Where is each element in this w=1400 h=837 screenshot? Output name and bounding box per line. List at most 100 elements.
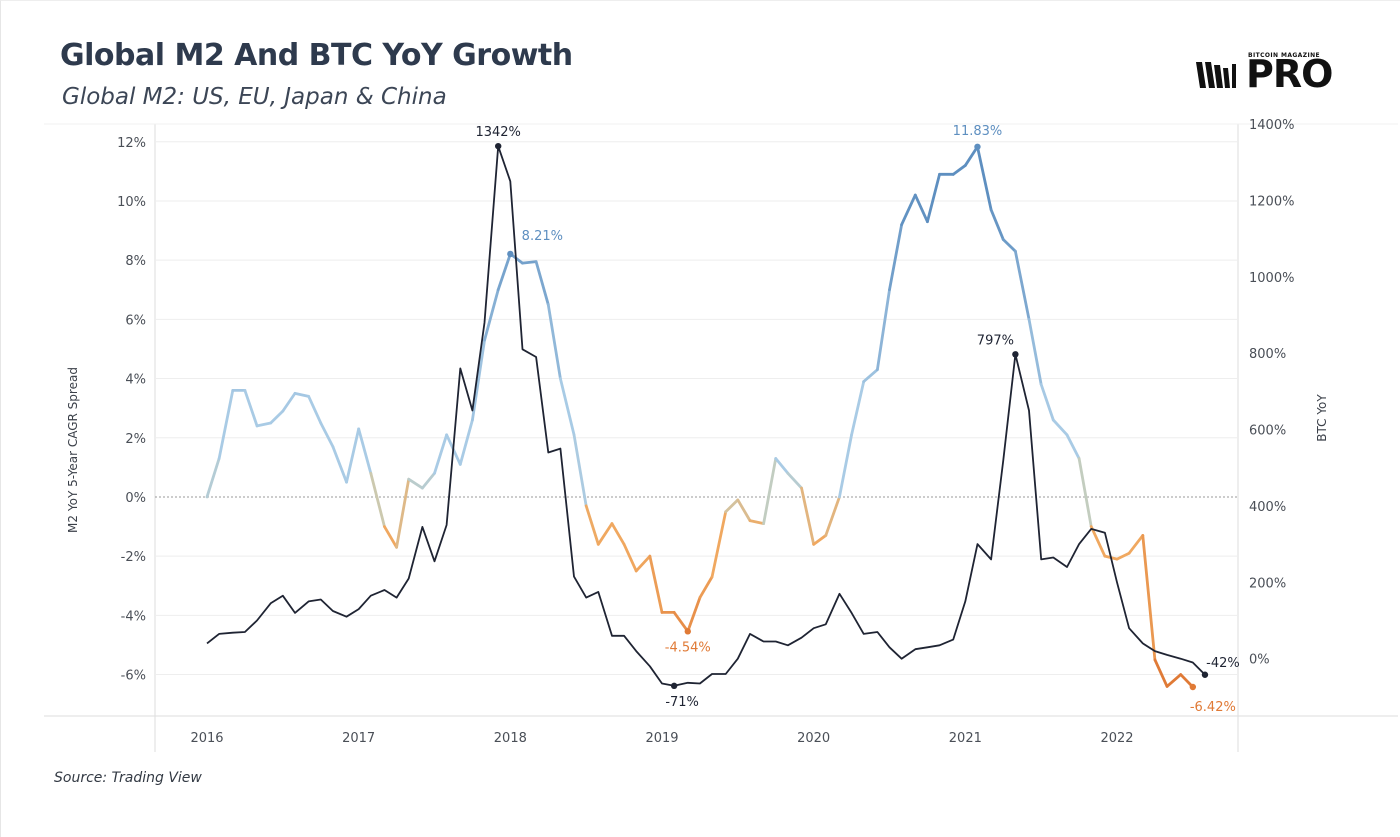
right-axis-title: BTC YoY — [1315, 394, 1329, 442]
m2-line-segment — [255, 421, 273, 428]
left-tick-label: 12% — [117, 136, 146, 151]
m2-line-segment — [293, 391, 311, 398]
x-tick-label: 2017 — [342, 731, 375, 746]
btc-data-label: 1342% — [475, 125, 520, 140]
m2-line-segment — [634, 554, 652, 573]
m2-line-segment — [357, 427, 373, 475]
m2-line-segment — [395, 477, 411, 549]
m2-line-segment — [1051, 418, 1069, 437]
m2-line-segment — [800, 486, 816, 546]
logo-bars-icon — [1196, 62, 1236, 88]
m2-line-segment — [307, 394, 323, 425]
logo-small-text: BITCOIN MAGAZINE — [1248, 52, 1321, 59]
right-tick-label: 400% — [1249, 500, 1286, 515]
m2-line-segment — [976, 145, 993, 212]
m2-marker — [507, 250, 514, 258]
m2-line-segment — [724, 498, 740, 514]
x-tick-label: 2018 — [494, 731, 527, 746]
btc-marker — [1201, 671, 1209, 678]
m2-line-segment — [774, 457, 790, 475]
right-tick-label: 200% — [1249, 576, 1286, 591]
left-tick-label: 8% — [125, 254, 146, 269]
m2-line-segment — [269, 409, 285, 425]
m2-line-segment — [420, 471, 436, 490]
m2-line-segment — [875, 288, 891, 372]
m2-line-segment — [534, 260, 550, 306]
m2-line-segment — [243, 388, 259, 428]
m2-series — [205, 145, 1195, 689]
m2-marker — [684, 628, 691, 635]
m2-line-segment — [622, 542, 638, 573]
m2-data-label: -6.42% — [1190, 700, 1236, 715]
m2-line-segment — [1001, 238, 1017, 253]
left-tick-label: 2% — [125, 432, 146, 447]
m2-line-segment — [521, 260, 538, 265]
m2-line-segment — [989, 208, 1005, 241]
m2-line-segment — [913, 193, 929, 224]
m2-line-segment — [205, 457, 221, 499]
m2-line-segment — [672, 611, 690, 633]
left-tick-label: -2% — [121, 550, 146, 565]
left-tick-label: -6% — [121, 669, 146, 684]
m2-line-segment — [686, 596, 702, 633]
logo-big-text: PRO — [1246, 52, 1333, 96]
m2-line-segment — [483, 288, 500, 342]
m2-line-segment — [1089, 525, 1107, 558]
x-tick-label: 2016 — [190, 731, 223, 746]
btc-data-label: -42% — [1206, 656, 1240, 671]
btc-line — [206, 145, 1206, 687]
chart-title: Global M2 And BTC YoY Growth — [60, 38, 573, 73]
m2-line-segment — [748, 519, 766, 525]
m2-line-segment — [1027, 317, 1043, 386]
m2-line-segment — [345, 427, 361, 484]
x-tick-label: 2019 — [645, 731, 678, 746]
m2-line-segment — [850, 380, 866, 437]
m2-line-segment — [1165, 673, 1183, 688]
m2-line-segment — [698, 575, 714, 599]
source-note: Source: Trading View — [54, 770, 202, 786]
m2-line-segment — [888, 223, 904, 292]
m2-line-segment — [1013, 249, 1031, 321]
m2-line-segment — [383, 525, 398, 549]
m2-data-label: 8.21% — [522, 229, 563, 244]
btc-marker — [670, 682, 678, 690]
left-tick-label: 4% — [125, 373, 146, 388]
m2-line-segment — [812, 534, 828, 546]
m2-line-segment — [407, 477, 424, 490]
left-tick-label: 0% — [125, 491, 146, 506]
bitcoin-magazine-pro-logo: BITCOIN MAGAZINE PRO — [1196, 50, 1346, 94]
m2-line-segment — [762, 457, 778, 525]
m2-line-segment — [1039, 383, 1055, 422]
m2-line-segment — [838, 433, 853, 499]
m2-line-segment — [710, 510, 728, 579]
m2-data-label: -4.54% — [665, 640, 711, 655]
m2-line-segment — [596, 522, 614, 546]
m2-marker — [1189, 683, 1197, 691]
m2-line-segment — [584, 504, 600, 546]
right-tick-label: 1400% — [1249, 118, 1294, 133]
m2-line-segment — [1153, 658, 1169, 688]
right-tick-label: 1200% — [1249, 194, 1294, 209]
right-tick-label: 800% — [1249, 347, 1286, 362]
m2-line-segment — [546, 303, 562, 380]
m2-line-segment — [824, 495, 841, 537]
m2-line-segment — [319, 421, 335, 449]
m2-line-segment — [736, 498, 752, 523]
m2-line-segment — [610, 522, 626, 546]
x-tick-label: 2021 — [949, 731, 982, 746]
btc-data-label: -71% — [665, 695, 699, 710]
m2-line-segment — [648, 554, 664, 614]
m2-line-segment — [963, 145, 979, 167]
btc-marker — [495, 142, 502, 150]
m2-line-segment — [786, 471, 803, 490]
chart-subtitle: Global M2: US, EU, Japan & China — [62, 84, 447, 110]
x-tick-label: 2022 — [1100, 731, 1133, 746]
left-tick-label: 6% — [125, 313, 146, 328]
m2-line-segment — [369, 471, 386, 528]
left-tick-label: -4% — [121, 609, 146, 624]
m2-line-segment — [1141, 534, 1157, 662]
m2-data-label: 11.83% — [953, 124, 1003, 139]
m2-line-segment — [558, 377, 576, 437]
left-tick-label: 10% — [117, 195, 146, 210]
